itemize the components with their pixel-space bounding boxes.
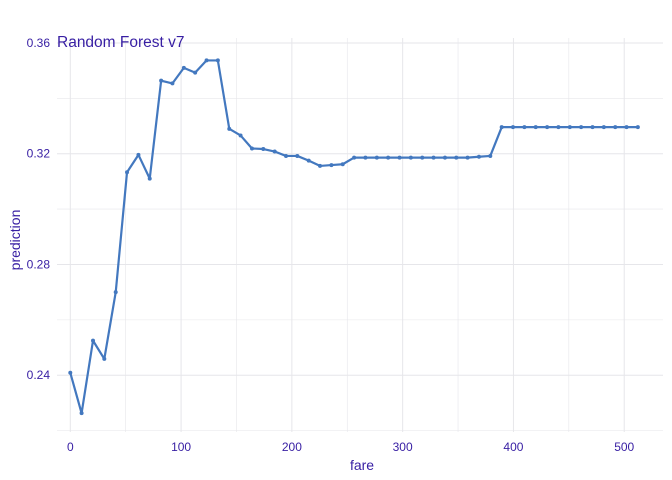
data-point: [125, 170, 130, 175]
data-point: [590, 125, 595, 130]
data-point: [499, 125, 504, 130]
x-tick-labels: 0 100 200 300 400 500: [67, 440, 635, 454]
data-point: [465, 155, 470, 160]
data-point: [136, 152, 141, 157]
data-point: [68, 370, 73, 375]
data-point: [624, 125, 629, 130]
data-point: [261, 147, 266, 152]
data-point: [181, 65, 186, 70]
x-tick-label: 400: [503, 440, 523, 454]
x-axis-label: fare: [350, 457, 374, 473]
data-point: [556, 125, 561, 130]
data-point: [113, 290, 118, 295]
y-axis-label: prediction: [7, 210, 23, 271]
data-point: [283, 153, 288, 158]
data-point: [193, 70, 198, 75]
data-point: [147, 176, 152, 181]
data-point: [408, 155, 413, 160]
data-point: [635, 125, 640, 130]
data-point: [238, 133, 243, 138]
data-point: [579, 125, 584, 130]
data-point: [454, 155, 459, 160]
data-point: [249, 146, 254, 151]
data-point: [352, 155, 357, 160]
data-points: [68, 58, 640, 416]
x-tick-label: 200: [282, 440, 302, 454]
x-tick-label: 300: [393, 440, 413, 454]
data-point: [374, 155, 379, 160]
y-tick-label: 0.24: [27, 368, 51, 382]
data-point: [318, 163, 323, 168]
data-point: [102, 356, 107, 361]
y-tick-label: 0.32: [27, 147, 51, 161]
data-point: [91, 338, 96, 343]
data-point: [522, 125, 527, 130]
data-point: [170, 81, 175, 86]
x-tick-label: 100: [171, 440, 191, 454]
minor-gridlines: [57, 38, 663, 432]
data-point: [79, 411, 84, 416]
data-point: [476, 154, 481, 159]
data-point: [329, 163, 334, 168]
data-point: [510, 125, 515, 130]
data-point: [295, 153, 300, 158]
data-point: [386, 155, 391, 160]
data-point: [533, 125, 538, 130]
data-point: [613, 125, 618, 130]
data-point: [227, 126, 232, 131]
data-point: [159, 78, 164, 83]
data-point: [488, 153, 493, 158]
x-tick-label: 500: [614, 440, 634, 454]
x-tick-label: 0: [67, 440, 74, 454]
data-point: [306, 158, 311, 163]
data-point: [215, 58, 220, 63]
data-point: [442, 155, 447, 160]
data-point: [567, 125, 572, 130]
data-point: [204, 58, 209, 63]
y-tick-label: 0.28: [27, 257, 51, 271]
data-point: [420, 155, 425, 160]
major-gridlines: [57, 38, 663, 432]
data-point: [601, 125, 606, 130]
data-point: [545, 125, 550, 130]
data-point: [272, 149, 277, 154]
y-tick-labels: 0.24 0.28 0.32 0.36: [27, 36, 51, 382]
data-point: [397, 155, 402, 160]
data-point: [340, 162, 345, 167]
y-tick-label: 0.36: [27, 36, 51, 50]
data-point: [431, 155, 436, 160]
chart-title: Random Forest v7: [57, 34, 185, 51]
data-point: [363, 155, 368, 160]
series-line: [69, 59, 639, 415]
